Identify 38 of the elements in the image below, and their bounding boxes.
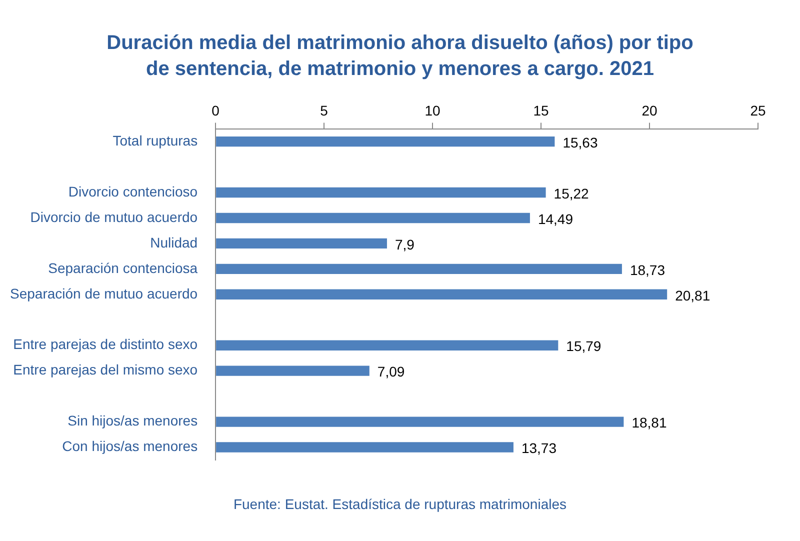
y-tick-label: Separación contenciosa [48, 260, 198, 276]
x-tick-label: 10 [424, 102, 441, 118]
data-label: 15,79 [566, 338, 602, 354]
x-tick-label: 15 [533, 102, 550, 118]
data-label: 14,49 [538, 210, 574, 227]
data-label: 7,09 [377, 364, 405, 380]
bar [216, 442, 514, 452]
y-tick-label: Sin hijos/as menores [68, 412, 198, 429]
data-label: 15,63 [562, 134, 598, 150]
y-tick-label: Total rupturas [112, 132, 198, 148]
y-tick-label: Nulidad [150, 234, 198, 250]
x-tick-label: 20 [642, 102, 658, 118]
bar [216, 238, 387, 249]
chart-title: Duración media del matrimonio ahora disuelto (años) por tipo de sentencia, de matrimonio y menores a cargo. 2021 [106, 31, 694, 82]
data-label: 15,22 [554, 185, 590, 202]
bar [216, 416, 624, 427]
bar [216, 187, 546, 198]
x-tick-label: 25 [750, 102, 766, 118]
data-label: 7,9 [394, 236, 415, 252]
source-note: Fuente: Eustat. Estadística de rupturas matrimoniales [232, 496, 568, 512]
bar [216, 212, 530, 224]
y-tick-label: Divorcio de mutuo acuerdo [30, 208, 198, 225]
y-tick-label: Con hijos/as menores [62, 438, 198, 454]
x-tick-label: 0 [212, 102, 220, 118]
bar [216, 264, 622, 274]
bar [216, 366, 370, 376]
bar [216, 340, 558, 350]
y-tick-label: Entre parejas del mismo sexo [13, 362, 198, 378]
y-tick-label: Entre parejas de distinto sexo [13, 336, 198, 352]
y-tick-label: Separación de mutuo acuerdo [10, 285, 198, 302]
y-tick-label: Divorcio contencioso [68, 183, 198, 200]
data-label: 18,81 [632, 414, 667, 431]
data-label: 18,73 [630, 262, 666, 278]
x-tick-label: 5 [320, 102, 328, 118]
bar [216, 289, 668, 300]
data-label: 13,73 [521, 440, 557, 456]
bar [216, 136, 555, 147]
data-label: 20,81 [675, 287, 710, 304]
